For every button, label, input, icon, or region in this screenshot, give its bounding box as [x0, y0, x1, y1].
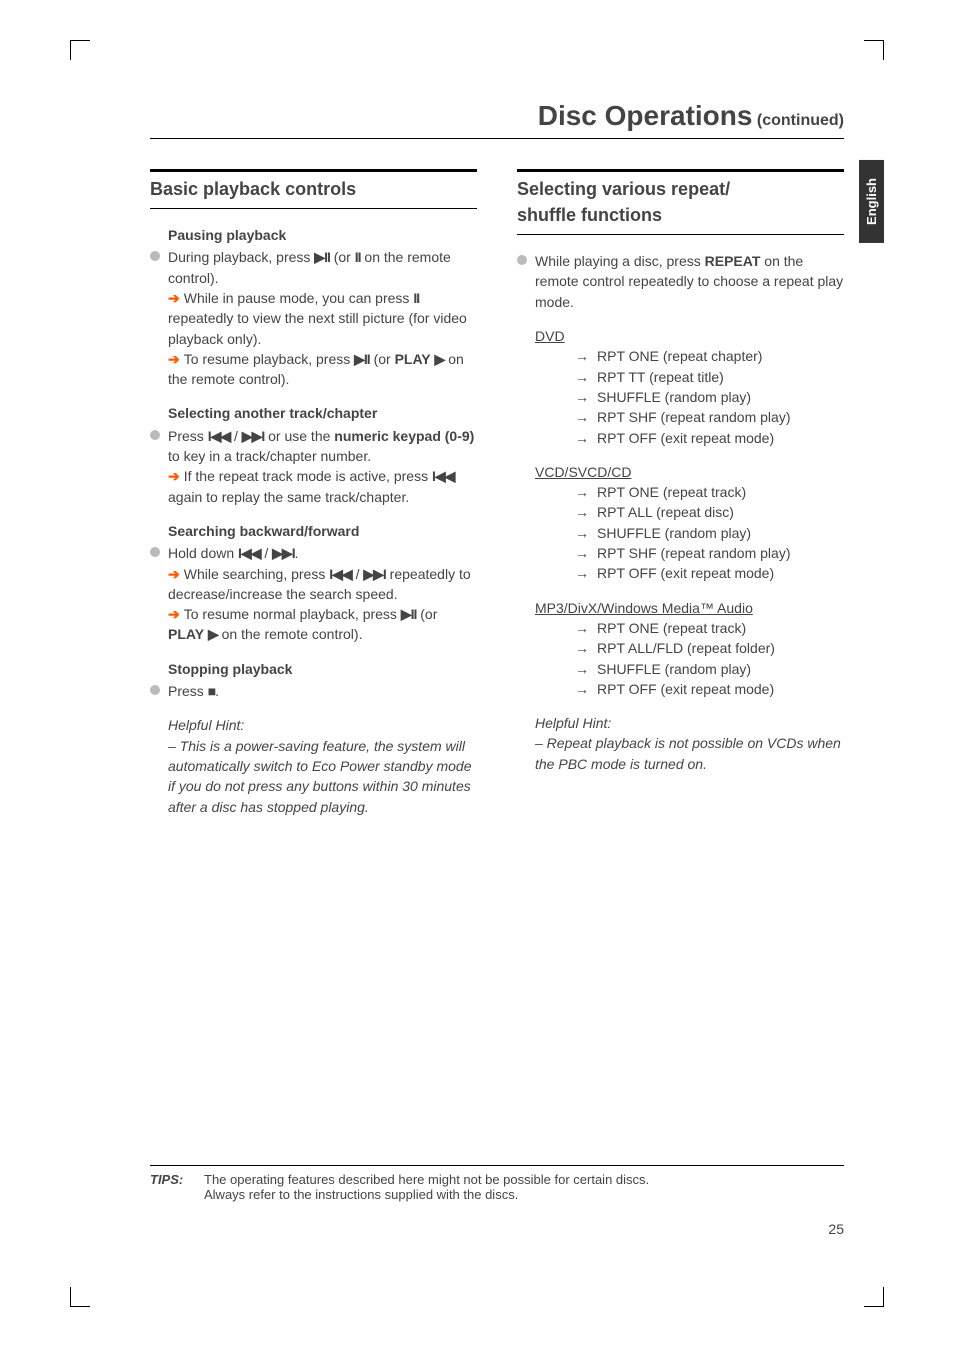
hint-block: Helpful Hint: – This is a power-saving f… — [168, 715, 477, 816]
section-heading: Selecting various repeat/ shuffle functi… — [517, 169, 844, 235]
list-item: RPT ONE (repeat chapter) — [597, 346, 762, 366]
repeat-block: While playing a disc, press REPEAT on th… — [535, 251, 844, 774]
hint-text: – This is a power-saving feature, the sy… — [168, 736, 477, 817]
section-heading: Basic playback controls — [150, 169, 477, 209]
bullet-row: Press ■. — [168, 681, 477, 701]
hint-label: Helpful Hint: — [168, 715, 477, 735]
subhead-stopping: Stopping playback — [168, 659, 477, 679]
stopping-text: Press ■. — [168, 681, 219, 701]
hint-label: Helpful Hint: — [535, 713, 844, 733]
tips-text: The operating features described here mi… — [204, 1172, 649, 1202]
left-column: Basic playback controls Pausing playback… — [150, 169, 477, 817]
list-item: RPT ALL (repeat disc) — [597, 502, 734, 522]
arrow-icon: ➔ — [168, 290, 180, 306]
arrow-icon: ➔ — [168, 566, 180, 582]
crop-mark — [864, 40, 884, 60]
list-item: RPT OFF (exit repeat mode) — [597, 428, 774, 448]
pausing-block: Pausing playback During playback, press … — [168, 225, 477, 817]
page: Disc Operations (continued) English Basi… — [0, 0, 954, 1347]
crop-mark — [70, 40, 90, 60]
list-item: RPT OFF (exit repeat mode) — [597, 563, 774, 583]
hint-block: Helpful Hint: – Repeat playback is not p… — [535, 713, 844, 774]
tips-bar: TIPS: The operating features described h… — [150, 1165, 844, 1202]
bullet-row: While playing a disc, press REPEAT on th… — [535, 251, 844, 312]
bullet-row: Hold down I◀◀ / ▶▶I. ➔While searching, p… — [168, 543, 477, 644]
mp3-list: →RPT ONE (repeat track) →RPT ALL/FLD (re… — [535, 618, 844, 699]
crop-mark — [70, 1287, 90, 1307]
subhead-pausing: Pausing playback — [168, 225, 477, 245]
list-item: RPT ONE (repeat track) — [597, 618, 746, 638]
section-title: Basic playback controls — [150, 176, 477, 202]
bullet-row: Press I◀◀ / ▶▶I or use the numeric keypa… — [168, 426, 477, 507]
page-number: 25 — [828, 1221, 844, 1237]
list-item: SHUFFLE (random play) — [597, 387, 751, 407]
subhead-searching: Searching backward/forward — [168, 521, 477, 541]
section-title-line2: shuffle functions — [517, 202, 844, 228]
list-item: RPT TT (repeat title) — [597, 367, 724, 387]
subhead-selecting: Selecting another track/chapter — [168, 403, 477, 423]
mp3-head: MP3/DivX/Windows Media™ Audio — [535, 598, 844, 618]
pausing-text: During playback, press ▶II (or II on the… — [168, 247, 477, 389]
list-item: RPT OFF (exit repeat mode) — [597, 679, 774, 699]
list-item: RPT SHF (repeat random play) — [597, 543, 790, 563]
content-area: Disc Operations (continued) English Basi… — [150, 100, 844, 1247]
arrow-icon: ➔ — [168, 606, 180, 622]
tips-label: TIPS: — [150, 1172, 194, 1202]
intro-text: While playing a disc, press REPEAT on th… — [535, 251, 844, 312]
dvd-list: →RPT ONE (repeat chapter) →RPT TT (repea… — [535, 346, 844, 447]
selecting-text: Press I◀◀ / ▶▶I or use the numeric keypa… — [168, 426, 477, 507]
right-column: Selecting various repeat/ shuffle functi… — [517, 169, 844, 817]
page-subtitle: (continued) — [757, 112, 844, 129]
bullet-icon — [150, 547, 160, 557]
bullet-icon — [150, 251, 160, 261]
bullet-row: During playback, press ▶II (or II on the… — [168, 247, 477, 389]
columns: Basic playback controls Pausing playback… — [150, 169, 844, 817]
vcd-head: VCD/SVCD/CD — [535, 462, 844, 482]
vcd-list: →RPT ONE (repeat track) →RPT ALL (repeat… — [535, 482, 844, 583]
bullet-icon — [150, 430, 160, 440]
list-item: RPT ALL/FLD (repeat folder) — [597, 638, 775, 658]
hint-text: – Repeat playback is not possible on VCD… — [535, 733, 844, 774]
bullet-icon — [150, 685, 160, 695]
crop-mark — [864, 1287, 884, 1307]
searching-text: Hold down I◀◀ / ▶▶I. ➔While searching, p… — [168, 543, 477, 644]
section-title-line1: Selecting various repeat/ — [517, 176, 844, 202]
arrow-icon: ➔ — [168, 468, 180, 484]
list-item: SHUFFLE (random play) — [597, 523, 751, 543]
language-tab: English — [859, 160, 884, 243]
list-item: RPT SHF (repeat random play) — [597, 407, 790, 427]
arrow-icon: ➔ — [168, 351, 180, 367]
bullet-icon — [517, 255, 527, 265]
title-bar: Disc Operations (continued) — [150, 100, 844, 139]
page-title: Disc Operations — [538, 100, 753, 131]
list-item: SHUFFLE (random play) — [597, 659, 751, 679]
dvd-head: DVD — [535, 326, 844, 346]
list-item: RPT ONE (repeat track) — [597, 482, 746, 502]
